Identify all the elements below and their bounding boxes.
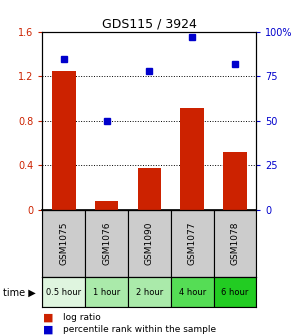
Text: time ▶: time ▶ [3,287,36,297]
Text: 1 hour: 1 hour [93,288,120,297]
Bar [42,210,85,277]
Bar [171,210,214,277]
Text: percentile rank within the sample: percentile rank within the sample [63,326,216,334]
Text: GSM1090: GSM1090 [145,222,154,265]
Text: 2 hour: 2 hour [136,288,163,297]
Text: ■: ■ [42,325,53,335]
Text: ■: ■ [42,312,53,323]
Bar [214,277,256,307]
Title: GDS115 / 3924: GDS115 / 3924 [102,18,197,31]
Bar [180,108,204,210]
Text: 0.5 hour: 0.5 hour [46,288,81,297]
Text: GSM1075: GSM1075 [59,222,68,265]
Bar [95,201,118,210]
Bar [138,168,161,210]
Bar [52,71,76,210]
Bar [42,277,85,307]
Bar [128,210,171,277]
Text: 4 hour: 4 hour [178,288,206,297]
Text: GSM1077: GSM1077 [188,222,197,265]
Bar [214,210,256,277]
Text: GSM1076: GSM1076 [102,222,111,265]
Bar [85,277,128,307]
Bar [171,277,214,307]
Bar [223,152,247,210]
Bar [128,277,171,307]
Text: log ratio: log ratio [63,313,101,322]
Bar [85,210,128,277]
Text: GSM1078: GSM1078 [231,222,239,265]
Text: 6 hour: 6 hour [221,288,249,297]
